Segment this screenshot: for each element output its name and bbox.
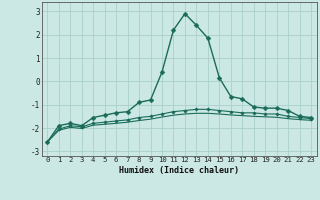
X-axis label: Humidex (Indice chaleur): Humidex (Indice chaleur) [119,166,239,175]
